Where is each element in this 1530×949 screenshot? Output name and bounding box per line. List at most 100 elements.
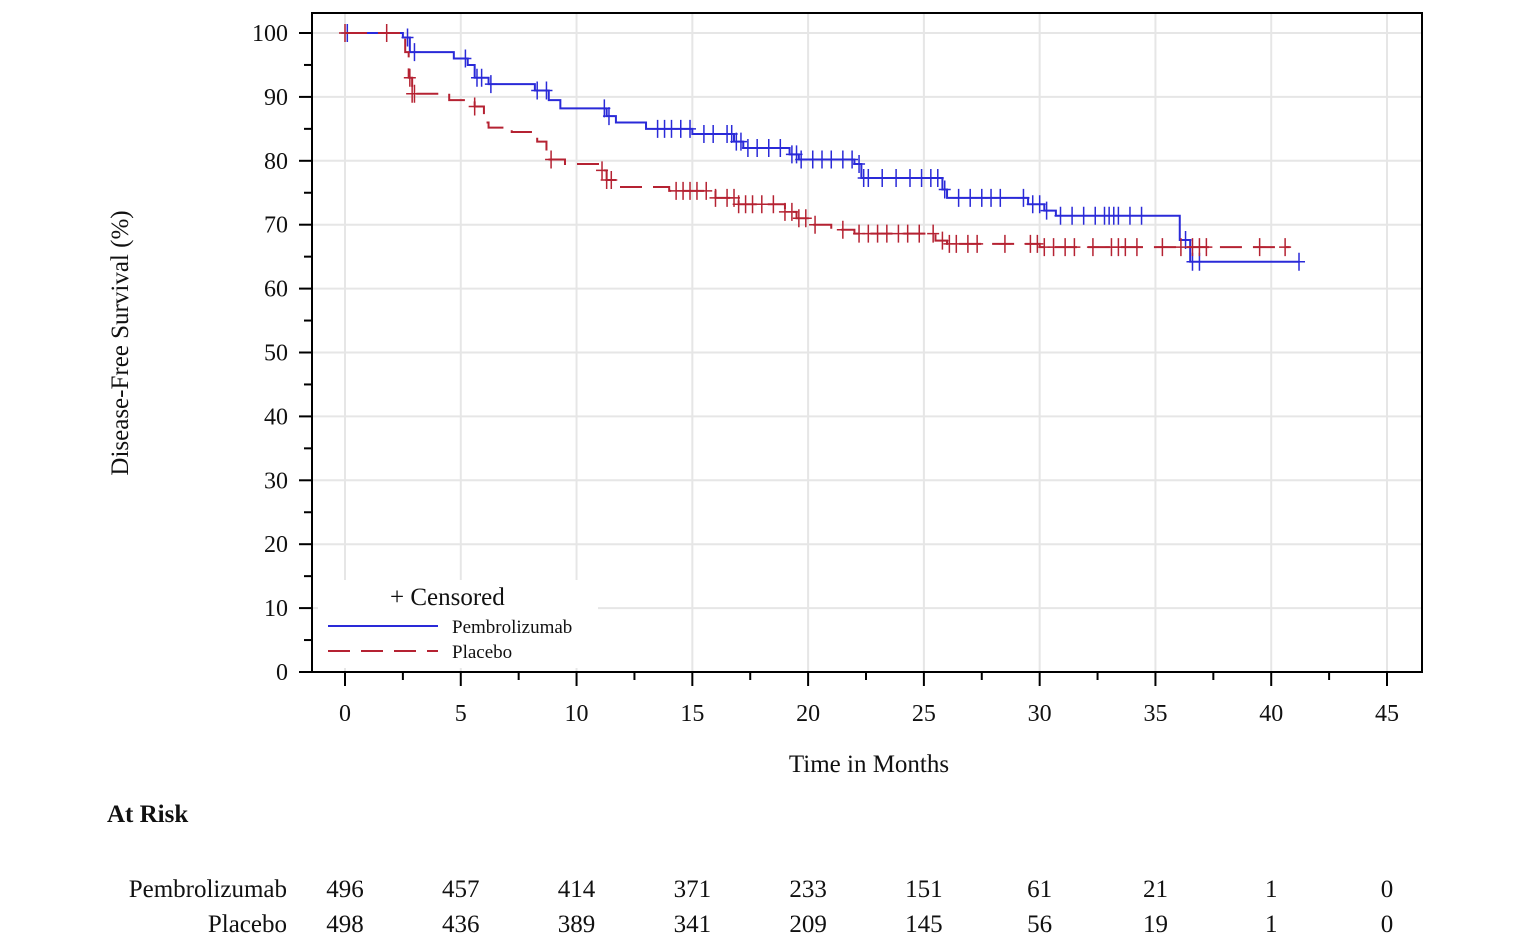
censor-mark-pembrolizumab [952, 188, 965, 207]
x-tick-label: 20 [796, 701, 820, 727]
censor-mark-placebo [880, 224, 893, 243]
censor-mark-pembrolizumab [795, 150, 808, 169]
x-tick-label: 5 [455, 701, 467, 727]
x-tick-label: 30 [1028, 701, 1052, 727]
y-tick-label: 90 [264, 85, 288, 111]
censor-mark-pembrolizumab [751, 139, 764, 158]
at-risk-value-placebo: 341 [674, 911, 712, 938]
legend-label-pembrolizumab: Pembrolizumab [452, 617, 572, 638]
x-tick-label: 15 [680, 701, 704, 727]
x-tick-label: 0 [339, 701, 351, 727]
plot-frame [311, 12, 1423, 673]
censor-mark-placebo [1086, 238, 1099, 257]
at-risk-value-placebo: 389 [558, 911, 596, 938]
censor-mark-placebo [1200, 238, 1213, 257]
censor-mark-pembrolizumab [994, 188, 1007, 207]
censor-mark-pembrolizumab [401, 28, 414, 47]
censor-mark-pembrolizumab [484, 75, 497, 94]
censor-mark-placebo [1047, 238, 1060, 257]
at-risk-value-placebo: 1 [1265, 911, 1278, 938]
censor-mark-pembrolizumab [876, 169, 889, 188]
y-tick-label: 0 [276, 660, 288, 686]
at-risk-title: At Risk [107, 801, 188, 828]
censor-mark-pembrolizumab [890, 169, 903, 188]
at-risk-value-pembrolizumab: 496 [326, 876, 364, 903]
censor-mark-placebo [596, 161, 609, 180]
at-risk-value-pembrolizumab: 21 [1143, 876, 1168, 903]
axes: 0 5 10 15 20 25 30 35 40 45 0 10 20 30 40 50 60 70 80 90 100 [252, 21, 1399, 727]
censor-mark-placebo [950, 234, 963, 253]
censor-mark-pembrolizumab [408, 43, 421, 62]
censor-mark-pembrolizumab [853, 154, 866, 173]
at-risk-value-placebo: 56 [1027, 911, 1052, 938]
x-tick-label: 25 [912, 701, 936, 727]
legend-label-placebo: Placebo [452, 642, 512, 663]
at-risk-table: 496 457 414 371 233 151 61 21 1 0 498 436 389 341 209 1… [326, 876, 1393, 938]
censor-mark-pembrolizumab [707, 124, 720, 143]
legend-censored-label: + Censored [390, 584, 505, 611]
x-axis-label: Time in Months [789, 751, 949, 778]
censor-mark-placebo [605, 170, 618, 189]
x-tick-label: 10 [565, 701, 589, 727]
at-risk-value-pembrolizumab: 233 [789, 876, 827, 903]
censor-mark-pembrolizumab [459, 49, 472, 68]
censor-mark-pembrolizumab [931, 169, 944, 188]
censor-mark-placebo [1156, 238, 1169, 257]
censor-mark-placebo [403, 68, 416, 87]
y-tick-label: 30 [264, 468, 288, 494]
censor-mark-placebo [971, 234, 984, 253]
grid [313, 14, 1421, 673]
censor-mark-pembrolizumab [1077, 206, 1090, 225]
censor-mark-pembrolizumab [1054, 206, 1067, 225]
censor-mark-placebo [700, 181, 713, 200]
at-risk-value-placebo: 436 [442, 911, 480, 938]
at-risk-value-pembrolizumab: 1 [1265, 876, 1278, 903]
x-tick-label: 45 [1375, 701, 1399, 727]
censor-mark-placebo [1068, 238, 1081, 257]
censor-mark-pembrolizumab [1040, 201, 1053, 220]
censor-mark-placebo [785, 202, 798, 221]
censor-mark-pembrolizumab [734, 132, 747, 151]
censor-mark-pembrolizumab [1293, 252, 1306, 271]
censor-mark-placebo [755, 195, 768, 214]
censor-mark-placebo [927, 224, 940, 243]
censor-mark-placebo [545, 150, 558, 169]
censor-mark-pembrolizumab [825, 150, 838, 169]
at-risk-value-pembrolizumab: 61 [1027, 876, 1052, 903]
at-risk-value-pembrolizumab: 0 [1381, 876, 1394, 903]
at-risk-value-pembrolizumab: 414 [558, 876, 596, 903]
censor-mark-placebo [1119, 238, 1132, 257]
censor-mark-pembrolizumab [762, 139, 775, 158]
censor-mark-pembrolizumab [602, 107, 615, 126]
at-risk-value-placebo: 498 [326, 911, 364, 938]
censor-mark-placebo [836, 220, 849, 239]
censor-mark-pembrolizumab [846, 150, 859, 169]
censor-mark-placebo [901, 224, 914, 243]
censor-mark-pembrolizumab [1135, 206, 1148, 225]
censor-mark-pembrolizumab [540, 81, 553, 100]
censor-mark-placebo [799, 209, 812, 228]
legend: + Censored Pembrolizumab Placebo [318, 580, 598, 668]
censor-mark-placebo [709, 188, 722, 207]
censor-mark-pembrolizumab [1112, 206, 1125, 225]
y-axis-label: Disease-Free Survival (%) [107, 210, 134, 475]
y-tick-label: 60 [264, 277, 288, 303]
y-tick-label: 100 [252, 21, 288, 47]
y-tick-label: 50 [264, 341, 288, 367]
at-risk-label-placebo: Placebo [208, 911, 287, 938]
y-tick-label: 80 [264, 149, 288, 175]
censor-mark-pembrolizumab [1066, 206, 1079, 225]
at-risk-value-placebo: 145 [905, 911, 943, 938]
censor-mark-pembrolizumab [938, 180, 951, 199]
censor-mark-pembrolizumab [684, 119, 697, 138]
censor-mark-pembrolizumab [903, 169, 916, 188]
x-tick-label: 35 [1143, 701, 1167, 727]
censor-mark-placebo [468, 97, 481, 116]
censor-mark-pembrolizumab [1123, 206, 1136, 225]
censor-mark-placebo [1174, 238, 1187, 257]
at-risk-value-pembrolizumab: 457 [442, 876, 480, 903]
survival-curves [339, 24, 1306, 271]
at-risk-value-pembrolizumab: 371 [674, 876, 712, 903]
censor-mark-placebo [1253, 238, 1266, 257]
